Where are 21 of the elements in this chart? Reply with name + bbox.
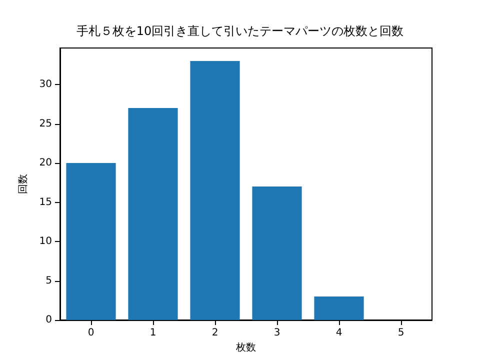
x-axis-title: 枚数 bbox=[235, 341, 256, 354]
y-tick-label: 15 bbox=[39, 196, 52, 208]
bar bbox=[314, 296, 364, 320]
x-tick-label: 5 bbox=[398, 328, 404, 338]
y-tick-label: 20 bbox=[39, 158, 52, 168]
bar bbox=[128, 108, 178, 320]
x-tick-label: 4 bbox=[336, 328, 342, 338]
y-tick-label: 25 bbox=[39, 118, 52, 130]
bar bbox=[190, 60, 240, 320]
bar bbox=[252, 186, 302, 320]
chart-title: 手札５枚を10回引き直して引いたテーマパーツの枚数と回数 bbox=[76, 24, 404, 38]
x-tick-label: 3 bbox=[274, 328, 280, 338]
y-tick-label: 5 bbox=[46, 275, 52, 286]
bar bbox=[66, 163, 116, 320]
y-tick-label: 30 bbox=[39, 79, 52, 90]
y-tick-label: 10 bbox=[39, 236, 52, 247]
x-tick-label: 2 bbox=[212, 328, 218, 338]
y-tick-label: 0 bbox=[46, 314, 52, 326]
x-tick-label: 1 bbox=[150, 328, 156, 338]
y-axis-title: 回数 bbox=[18, 174, 29, 194]
x-tick-label: 0 bbox=[88, 328, 94, 338]
